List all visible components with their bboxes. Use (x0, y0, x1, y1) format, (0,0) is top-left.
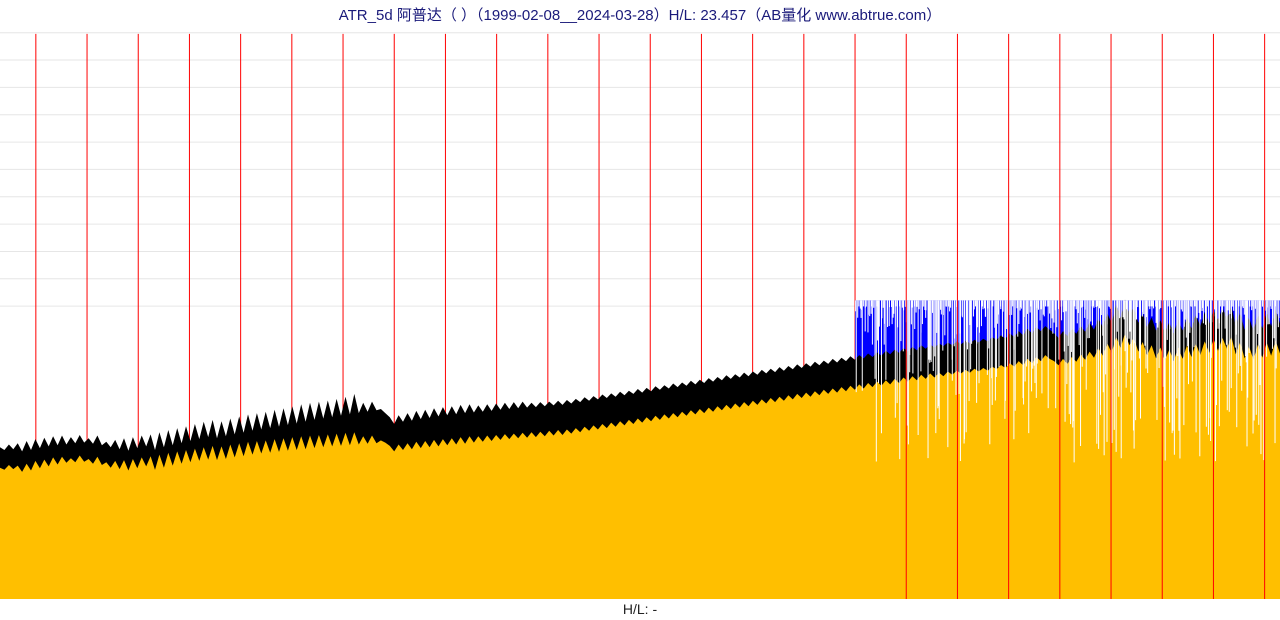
chart-title: ATR_5d 阿普达（ ）（1999-02-08__2024-03-28）H/L… (0, 0, 1280, 27)
price-chart (0, 27, 1280, 599)
chart-footer: H/L: - (0, 599, 1280, 617)
